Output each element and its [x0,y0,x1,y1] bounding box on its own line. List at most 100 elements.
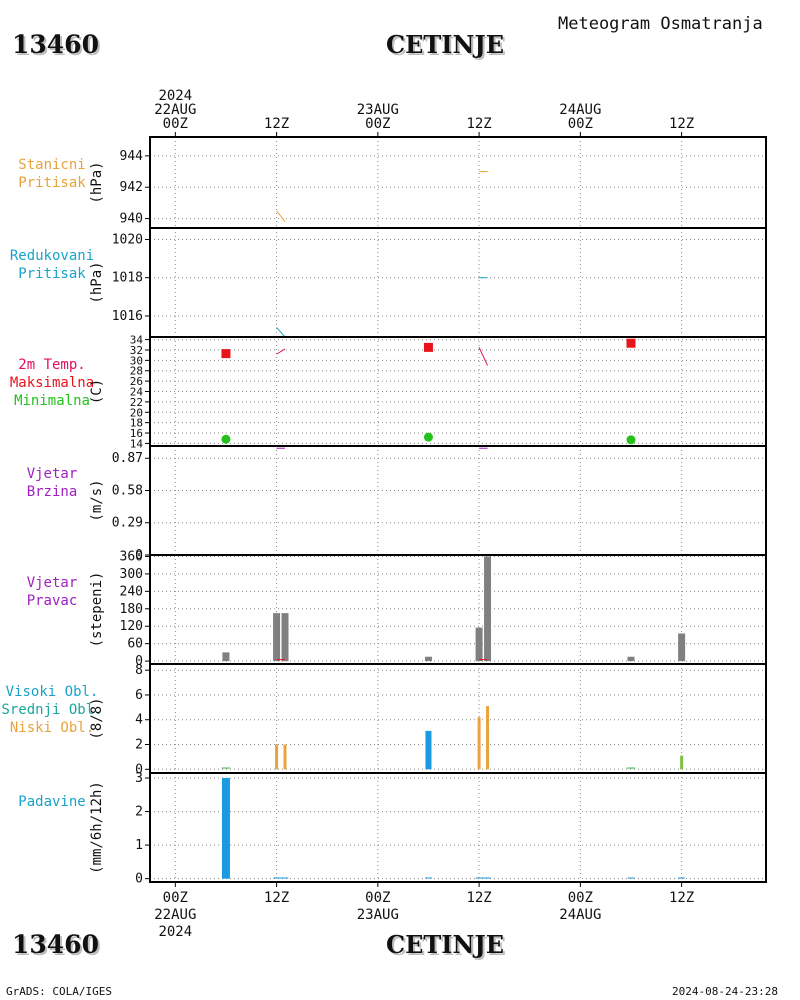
x-tick-label-bottom: 12Z [264,890,289,906]
x-tick-label-top: 00Z [365,116,390,132]
station-id-top: 13460 [12,30,99,59]
series-segment [478,347,488,366]
x-tick-label-top: 00Z [163,116,188,132]
y-tick-label: 8 [135,663,143,678]
y-tick-label: 0.29 [112,516,143,531]
y-tick-label: 1020 [112,232,143,247]
y-tick-label: 0 [135,762,143,777]
panel-label: Padavine [18,794,85,810]
data-bar [273,613,281,662]
y-tick-label: 20 [130,406,143,419]
x-tick-label-bottom: 24AUG [559,907,601,923]
y-tick-label: 28 [130,365,143,378]
panel-unit: (C) [89,379,105,404]
x-tick-label-bottom: 12Z [669,890,694,906]
y-tick-label: 16 [130,427,143,440]
y-tick-label: 1 [135,838,143,853]
max-temp-marker [626,338,636,348]
y-tick-label: 2 [135,805,143,820]
y-tick-label: 14 [130,437,144,450]
y-tick-label: 120 [120,619,143,634]
max-temp-marker [423,342,433,352]
data-bar [680,755,684,770]
data-bar [275,744,279,770]
y-tick-label: 940 [120,212,143,227]
max-temp-marker [221,349,231,359]
panel-label: 2m Temp. [18,357,85,373]
panel-unit: (hPa) [89,161,105,203]
x-tick-label-top: 00Z [568,116,593,132]
y-tick-label: 18 [130,417,143,430]
meteogram-title: Meteogram Osmatranja [558,14,763,34]
y-tick-label: 1016 [112,309,143,324]
data-bar [424,656,432,662]
panel-frame [149,554,767,665]
series-segment [276,210,286,223]
x-tick-label-bottom: 12Z [466,890,491,906]
panel-label: Stanicni [18,157,85,173]
y-tick-label: 6 [135,688,143,703]
y-tick-label: 2 [135,738,143,753]
y-tick-label: 4 [135,713,143,728]
y-tick-label: 360 [120,549,143,564]
y-tick-label: 180 [120,602,143,617]
panel-label: Pritisak [18,266,86,282]
data-bar [221,778,230,879]
data-bar [486,706,490,770]
panel-unit: (stepeni) [89,572,105,648]
y-tick-label: 0.87 [112,451,143,466]
x-tick-label-bottom: 23AUG [357,907,399,923]
station-name-top: CETINJE [386,30,505,59]
station-name-bottom: CETINJE [386,930,505,959]
x-tick-label-top: 22AUG [154,102,196,118]
data-bar [627,656,635,662]
y-tick-label: 26 [130,375,143,388]
panel-label: Pritisak [18,175,86,191]
y-tick-label: 30 [130,354,143,367]
footer-credit: GrADS: COLA/IGES [6,985,112,998]
data-bar [425,730,432,770]
panel-label: Pravac [27,593,78,609]
panel-unit: (m/s) [89,479,105,521]
y-tick-label: 300 [120,567,143,582]
panel-label: Maksimalna [10,375,94,391]
panel-frame [149,772,767,883]
panel-frame [149,227,767,338]
y-tick-label: 60 [127,637,143,652]
x-tick-label-top: 24AUG [559,102,601,118]
data-bar [484,556,492,662]
y-tick-label: 0 [135,654,143,669]
panel-frame [149,445,767,556]
y-tick-label: 34 [130,334,144,347]
series-segment [276,327,286,338]
panel-label: Visoki Obl. [6,684,99,700]
panel-label: Vjetar [27,466,78,482]
panel-label: Niski Obl. [10,720,94,736]
y-tick-label: 32 [130,344,143,357]
x-tick-label-bottom: 00Z [163,890,188,906]
y-tick-label: 1018 [112,271,143,286]
x-tick-label-top: 12Z [466,116,491,132]
data-bar [283,744,287,770]
min-temp-marker [626,435,636,445]
panel-frame [149,663,767,774]
x-tick-label-top: 2024 [158,88,192,104]
y-tick-label: 22 [130,396,143,409]
station-id-bottom: 13460 [12,930,99,959]
panel-unit: (8/8) [89,697,105,739]
footer-timestamp: 2024-08-24-23:28 [672,985,778,998]
panel-label: Brzina [27,484,78,500]
x-tick-label-bottom: 00Z [365,890,390,906]
x-tick-label-bottom: 00Z [568,890,593,906]
series-segment [276,348,286,355]
y-tick-label: 944 [120,149,144,164]
panel-unit: (hPa) [89,261,105,303]
x-tick-label-top: 23AUG [357,102,399,118]
panel-label: Vjetar [27,575,78,591]
y-tick-label: 942 [120,180,143,195]
x-tick-label-bottom: 2024 [158,924,192,940]
panel-unit: (mm/6h/12h) [89,781,105,874]
x-tick-label-top: 12Z [669,116,694,132]
y-tick-label: 240 [120,584,143,599]
